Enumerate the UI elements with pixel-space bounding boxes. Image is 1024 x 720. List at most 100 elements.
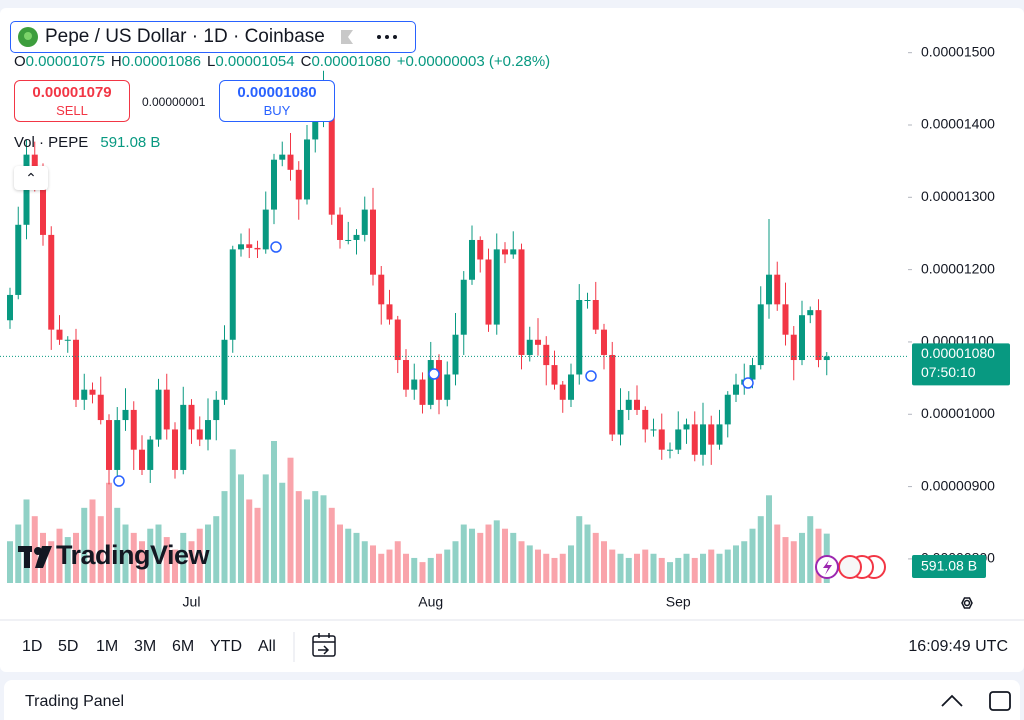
buy-button[interactable]: 0.00001080 BUY [219, 80, 335, 122]
volume-bar [279, 482, 286, 583]
logo-text: TradingView [56, 540, 210, 570]
volume-bar [361, 541, 368, 583]
ohlc-key: L [207, 53, 216, 70]
candle-body [411, 379, 418, 390]
range-button[interactable]: 3M [134, 638, 157, 655]
volume-bar [667, 562, 673, 583]
volume-bar [741, 541, 748, 583]
volume-bar [535, 549, 541, 583]
sell-button[interactable]: 0.00001079 SELL [14, 80, 130, 122]
candle-body [262, 209, 269, 250]
trading-panel[interactable]: Trading Panel [4, 680, 1020, 720]
candle-body [81, 389, 88, 400]
event-marker[interactable] [270, 241, 282, 253]
candle-body [419, 379, 426, 405]
candle-body [592, 300, 599, 330]
volume-bar [733, 545, 739, 583]
volume-bar [147, 528, 154, 583]
panel-title: Trading Panel [25, 693, 125, 710]
event-marker[interactable] [113, 475, 125, 487]
volume-bar [403, 553, 409, 583]
candle-body [444, 374, 451, 400]
date-range-icon[interactable] [312, 633, 336, 657]
range-button[interactable]: 1M [96, 638, 119, 655]
candle-body [139, 449, 145, 470]
candle-body [213, 399, 220, 421]
volume-bar [180, 532, 187, 583]
volume-bar [89, 499, 96, 583]
volume-bar [436, 553, 442, 583]
volume-bar [551, 557, 558, 583]
candle-body [196, 429, 203, 440]
settings-icon[interactable] [961, 597, 973, 609]
candle-body [271, 159, 277, 210]
range-button[interactable]: All [258, 638, 276, 655]
volume-bar [650, 553, 657, 583]
volume-bar [716, 553, 723, 583]
candle-body [601, 329, 607, 355]
chart: 0.000008000.000009000.000010000.00001100… [0, 43, 1024, 662]
candle-body [452, 334, 459, 375]
range-button[interactable]: YTD [210, 638, 242, 655]
candle-body [774, 274, 781, 305]
volume-bar [64, 537, 71, 583]
candle-body [114, 420, 121, 470]
candle-body [708, 424, 715, 445]
volume-bar [337, 524, 343, 583]
volume-bar [394, 541, 401, 583]
candle-body [172, 429, 178, 470]
range-button[interactable]: 5D [58, 638, 79, 655]
symbol-bar[interactable]: Pepe / US Dollar · 1D · Coinbase [10, 21, 416, 53]
candle-body [543, 344, 550, 366]
event-marker[interactable] [585, 370, 597, 382]
volume-bar [642, 549, 649, 583]
candle-body [559, 384, 566, 400]
symbol-actions[interactable] [337, 27, 407, 47]
volume-bar [15, 524, 22, 583]
sell-label: SELL [56, 103, 88, 118]
volume-bar [48, 541, 55, 583]
event-badges[interactable] [815, 555, 886, 579]
volume-bar [163, 537, 170, 583]
volume-bar [609, 549, 616, 583]
candle-body [205, 420, 211, 440]
candle-body [609, 354, 616, 435]
candle-body [48, 234, 55, 330]
candle-body [106, 420, 112, 470]
volume-bar [370, 545, 376, 583]
candle-body [279, 154, 286, 160]
panel-controls[interactable] [934, 688, 1014, 714]
volume-bar [304, 499, 310, 583]
y-tick-label: 0.00001300 [921, 188, 995, 204]
candle-body [526, 339, 533, 355]
range-button[interactable]: 6M [172, 638, 195, 655]
volume-bar [254, 507, 261, 583]
candle-body [221, 339, 228, 400]
y-tick-label: 0.00001500 [921, 43, 995, 59]
candle-body [312, 119, 319, 140]
candle-body [551, 365, 558, 385]
event-marker[interactable] [428, 368, 440, 380]
candle-body [328, 114, 335, 215]
y-tick-label: 0.00001200 [921, 260, 995, 276]
event-marker[interactable] [742, 377, 754, 389]
x-tick-label: Jul [183, 594, 201, 610]
volume-bar [469, 528, 475, 583]
clock: 16:09:49 UTC [908, 638, 1008, 655]
volume-bar [188, 541, 195, 583]
volume-bar [724, 549, 731, 583]
volume-legend: Vol · PEPE 591.08 B [14, 134, 160, 151]
volume-bar [700, 553, 706, 583]
volume-bar [510, 532, 517, 583]
volume-bar [155, 524, 162, 583]
candle-body [7, 294, 13, 321]
volume-bar [460, 524, 467, 583]
volume-bar [675, 557, 682, 583]
volume-bar [378, 553, 385, 583]
candle-body [378, 274, 385, 305]
candle-body [287, 154, 294, 170]
volume-bar [477, 532, 484, 583]
collapse-button[interactable]: ⌃ [14, 166, 48, 190]
range-button[interactable]: 1D [22, 638, 43, 655]
